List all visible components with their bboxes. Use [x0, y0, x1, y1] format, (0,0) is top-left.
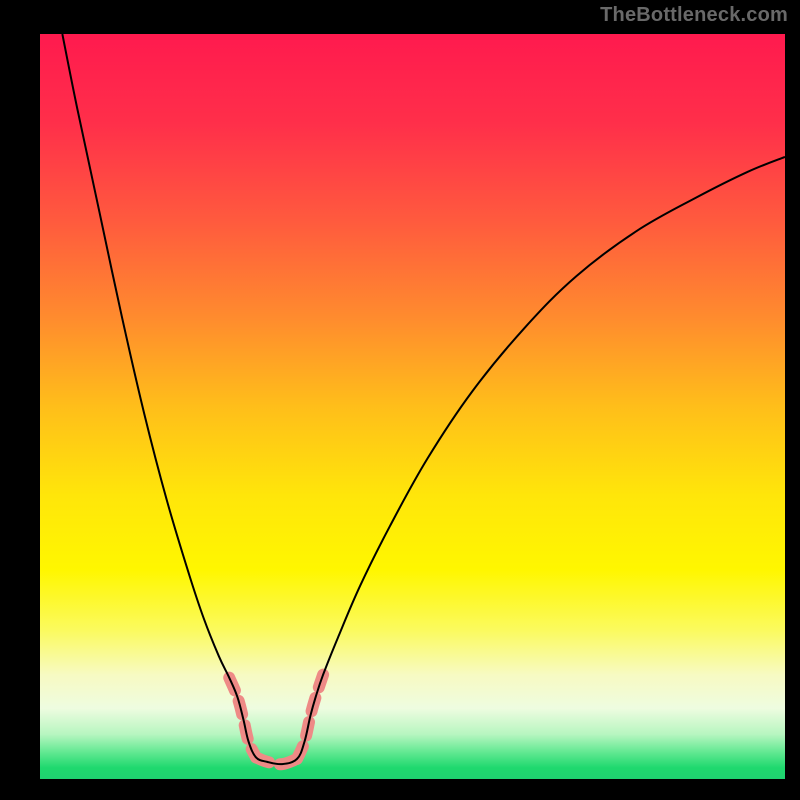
chart-svg	[40, 34, 785, 779]
plot-background	[40, 34, 785, 779]
figure-root: TheBottleneck.com	[0, 0, 800, 800]
watermark-text: TheBottleneck.com	[600, 4, 788, 27]
plot-area	[40, 34, 785, 779]
